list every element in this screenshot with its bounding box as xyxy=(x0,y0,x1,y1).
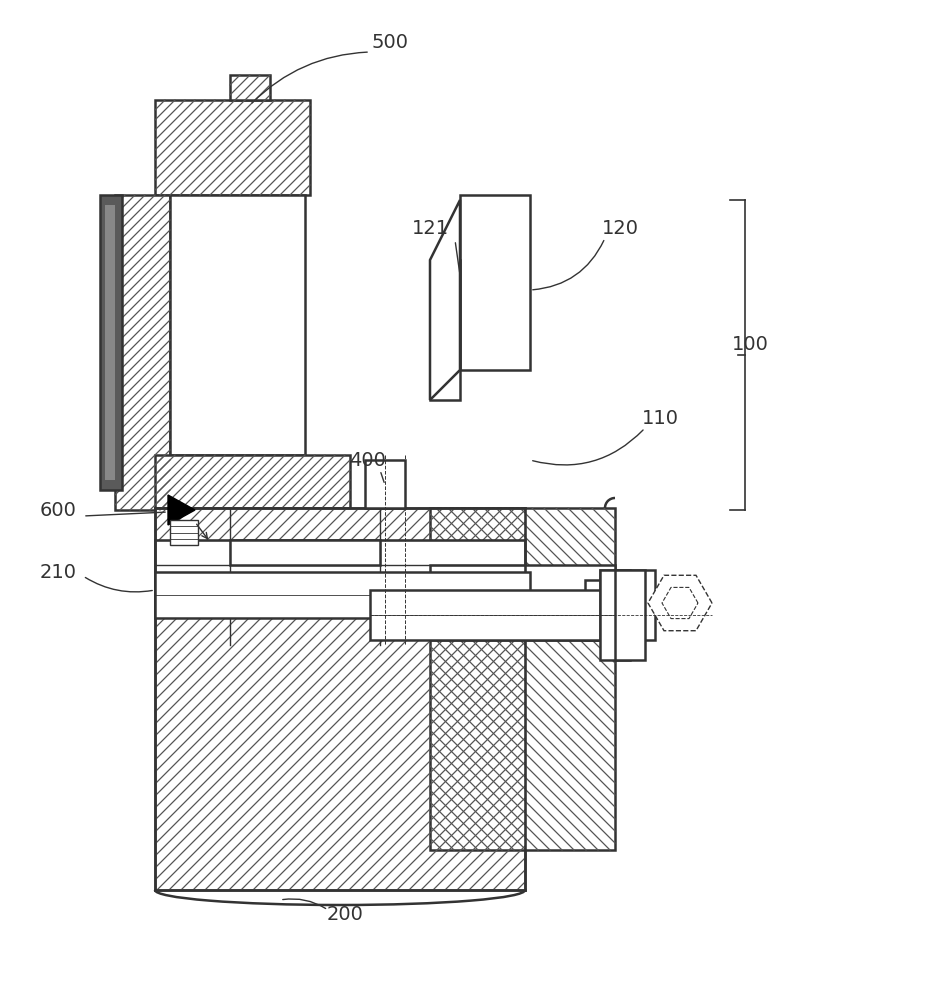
Text: 110: 110 xyxy=(641,408,678,428)
FancyBboxPatch shape xyxy=(584,580,614,640)
FancyBboxPatch shape xyxy=(169,195,305,455)
FancyBboxPatch shape xyxy=(370,590,614,640)
FancyBboxPatch shape xyxy=(154,508,524,890)
FancyBboxPatch shape xyxy=(229,540,380,565)
Text: 200: 200 xyxy=(327,905,363,924)
Text: 121: 121 xyxy=(411,219,448,238)
FancyBboxPatch shape xyxy=(599,570,654,640)
FancyBboxPatch shape xyxy=(430,508,614,850)
Polygon shape xyxy=(662,587,697,619)
FancyBboxPatch shape xyxy=(115,195,169,510)
FancyBboxPatch shape xyxy=(430,565,614,640)
FancyBboxPatch shape xyxy=(460,195,530,370)
FancyBboxPatch shape xyxy=(154,100,310,195)
FancyBboxPatch shape xyxy=(154,572,530,618)
FancyBboxPatch shape xyxy=(430,260,460,400)
Text: 400: 400 xyxy=(349,450,386,470)
Polygon shape xyxy=(168,495,195,525)
Polygon shape xyxy=(648,575,711,631)
FancyBboxPatch shape xyxy=(365,460,404,508)
FancyBboxPatch shape xyxy=(169,520,197,545)
FancyBboxPatch shape xyxy=(599,570,629,660)
Text: 210: 210 xyxy=(39,562,77,582)
FancyBboxPatch shape xyxy=(100,195,122,490)
FancyBboxPatch shape xyxy=(154,455,350,508)
FancyBboxPatch shape xyxy=(154,540,524,615)
Text: 600: 600 xyxy=(39,500,77,520)
Text: 120: 120 xyxy=(601,219,637,238)
Text: 500: 500 xyxy=(371,33,408,52)
FancyBboxPatch shape xyxy=(105,205,115,480)
FancyBboxPatch shape xyxy=(229,75,270,100)
Text: 100: 100 xyxy=(731,336,768,355)
FancyBboxPatch shape xyxy=(614,570,644,660)
Polygon shape xyxy=(430,200,460,400)
